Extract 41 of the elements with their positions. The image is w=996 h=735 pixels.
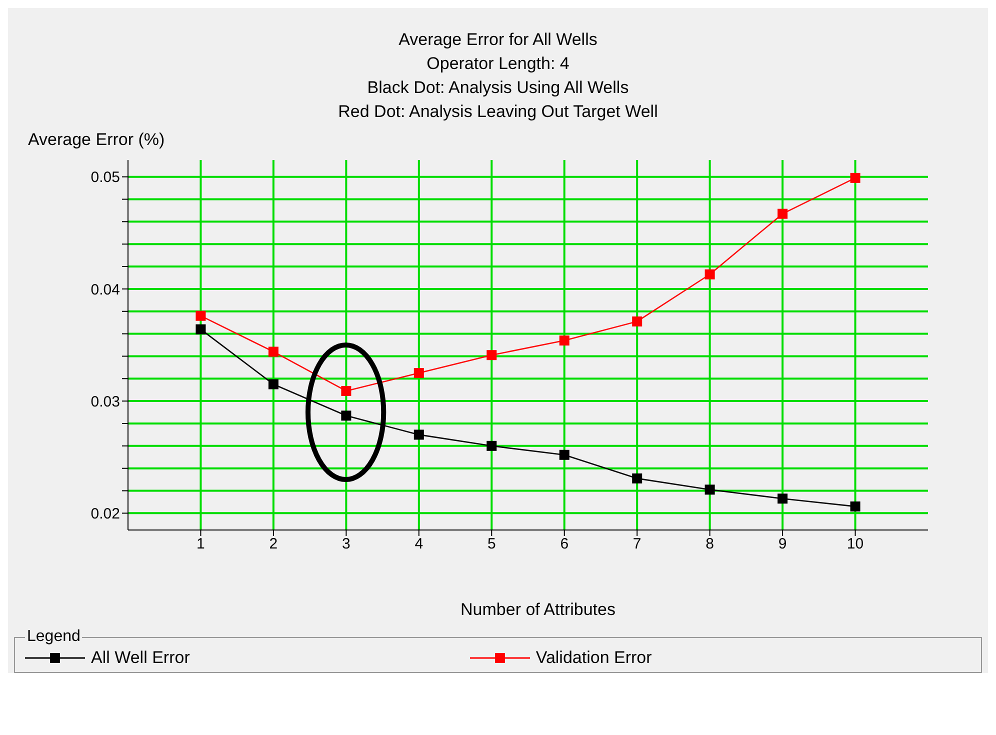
x-tick-label: 9 [778, 536, 787, 553]
point [486, 350, 497, 360]
legend-label: Validation Error [534, 648, 652, 668]
legend-label: All Well Error [90, 648, 190, 668]
point [414, 430, 424, 440]
x-tick-label: 7 [632, 536, 642, 553]
x-tick-label: 4 [414, 536, 424, 553]
x-axis-title: Number of Attributes [460, 600, 616, 620]
point [268, 379, 278, 390]
point [778, 208, 788, 219]
chart-title: Average Error for All Wells [398, 29, 598, 51]
y-axis-title: Average Error (%) [27, 130, 166, 150]
point [196, 324, 206, 334]
y-tick-label: 0.02 [90, 506, 120, 523]
x-tick-label: 10 [846, 536, 864, 553]
point [559, 336, 570, 346]
point [704, 269, 715, 280]
point [850, 172, 860, 183]
x-tick-label: 5 [487, 536, 496, 553]
point [341, 410, 352, 421]
x-tick-label: 3 [342, 536, 350, 553]
x-tick-label: 6 [560, 536, 569, 553]
x-tick-label: 1 [196, 536, 205, 553]
y-tick-label: 0.05 [90, 169, 120, 186]
point [778, 494, 788, 504]
x-tick-label: 2 [269, 536, 278, 553]
point [704, 484, 715, 495]
point [632, 316, 642, 326]
legend-title: Legend [26, 628, 82, 646]
point [559, 450, 570, 460]
point [268, 346, 278, 357]
point [632, 473, 642, 484]
point [414, 368, 424, 378]
y-tick-label: 0.04 [90, 281, 120, 298]
x-tick-label: 8 [706, 536, 714, 553]
point [850, 501, 860, 512]
chart-subtitle: Operator Length: 4 Black Dot: Analysis Using All Wells Red Dot: Analysis Leaving Out Target Well [337, 53, 659, 123]
point [196, 310, 206, 321]
point [341, 386, 352, 396]
point [486, 440, 497, 451]
y-tick-label: 0.03 [90, 393, 120, 410]
